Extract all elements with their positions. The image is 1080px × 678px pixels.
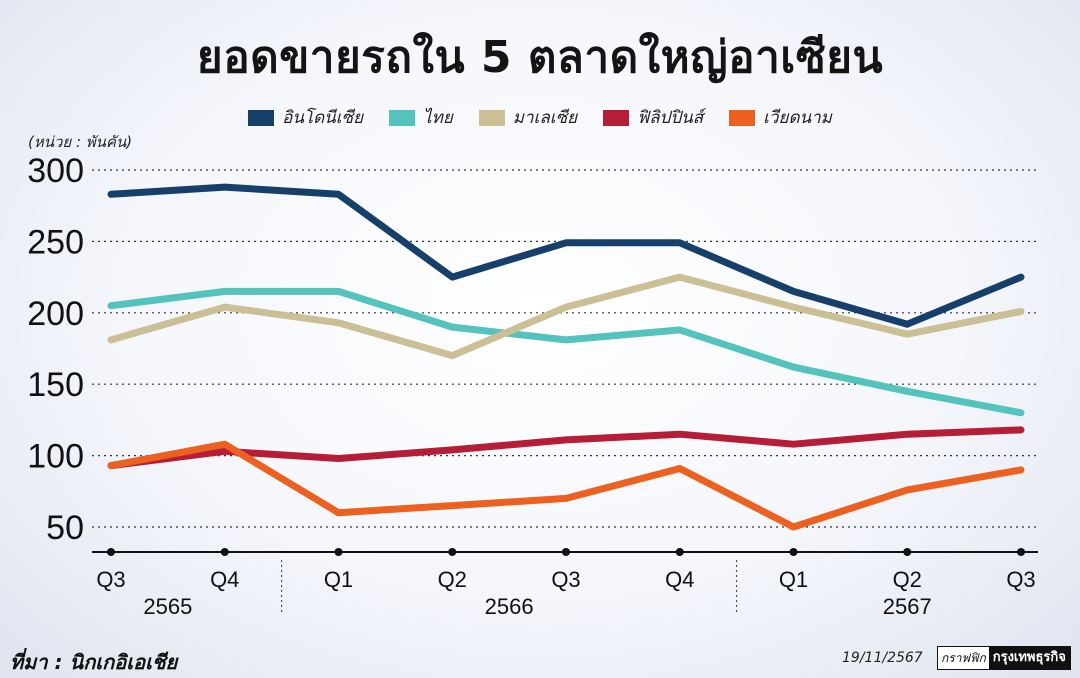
series-line <box>107 287 1025 417</box>
year-label: 2566 <box>485 594 534 619</box>
legend-label: ไทย <box>423 108 453 128</box>
legend-item: ฟิลิปปินส์ <box>603 104 703 131</box>
y-tick-label: 200 <box>27 295 84 333</box>
x-tick-label: Q2 <box>438 567 467 592</box>
x-tick-label: Q1 <box>324 567 353 592</box>
y-tick-label: 250 <box>27 223 84 261</box>
series-line <box>107 183 1025 328</box>
x-axis-dot <box>562 548 570 556</box>
credit-badge: กราฟฟิก กรุงเทพธุรกิจ <box>937 646 1071 670</box>
x-tick-label: Q3 <box>551 567 580 592</box>
x-axis-dot <box>675 548 684 556</box>
x-tick-label: Q2 <box>893 567 922 592</box>
chart-title: ยอดขายรถใน 5 ตลาดใหญ่อาเซียน <box>196 32 884 83</box>
x-axis-dot <box>220 548 229 556</box>
legend-swatch <box>389 109 416 126</box>
x-tick-label: Q3 <box>1006 567 1035 592</box>
legend: อินโดนีเซีย ไทย มาเลเซีย ฟิลิปปินส์ เวียดนาม <box>0 104 1080 131</box>
legend-item: อินโดนีเซีย <box>248 104 363 131</box>
legend-swatch <box>729 109 756 126</box>
legend-item: มาเลเซีย <box>478 104 578 131</box>
source-note: ที่มา : นิกเกอิเอเชีย <box>10 650 178 674</box>
series-line <box>107 426 1025 470</box>
legend-label: เวียดนาม <box>763 108 832 128</box>
x-tick-label: Q3 <box>96 567 125 592</box>
publish-date: 19/11/2567 <box>842 650 923 666</box>
y-tick-label: 50 <box>46 509 84 547</box>
credit-prefix: กราฟฟิก <box>938 647 989 669</box>
series-line <box>107 440 1025 531</box>
x-tick-label: Q1 <box>779 567 808 592</box>
year-label: 2567 <box>883 594 932 619</box>
legend-swatch <box>603 109 630 126</box>
x-axis-dot <box>107 548 115 556</box>
unit-label: (หน่วย : พันคัน) <box>28 133 133 151</box>
x-tick-label: Q4 <box>665 567 694 592</box>
y-tick-label: 300 <box>27 152 84 190</box>
credit-brand: กรุงเทพธุรกิจ <box>988 647 1070 669</box>
year-label: 2565 <box>143 594 192 619</box>
legend-swatch <box>248 109 275 126</box>
x-axis-dot <box>448 548 457 556</box>
x-axis-dot <box>903 548 912 556</box>
legend-item: ไทย <box>389 104 453 131</box>
x-axis-dot <box>1017 548 1025 556</box>
x-axis-dot <box>334 548 343 556</box>
series-line <box>107 273 1025 360</box>
y-tick-label: 150 <box>27 366 84 404</box>
legend-swatch <box>478 109 505 126</box>
x-tick-label: Q4 <box>210 567 239 592</box>
legend-label: มาเลเซีย <box>512 108 578 128</box>
legend-label: อินโดนีเซีย <box>282 108 364 128</box>
x-axis-dot <box>789 548 798 556</box>
y-tick-label: 100 <box>27 438 84 476</box>
legend-item: เวียดนาม <box>729 104 832 131</box>
legend-label: ฟิลิปปินส์ <box>637 108 704 128</box>
